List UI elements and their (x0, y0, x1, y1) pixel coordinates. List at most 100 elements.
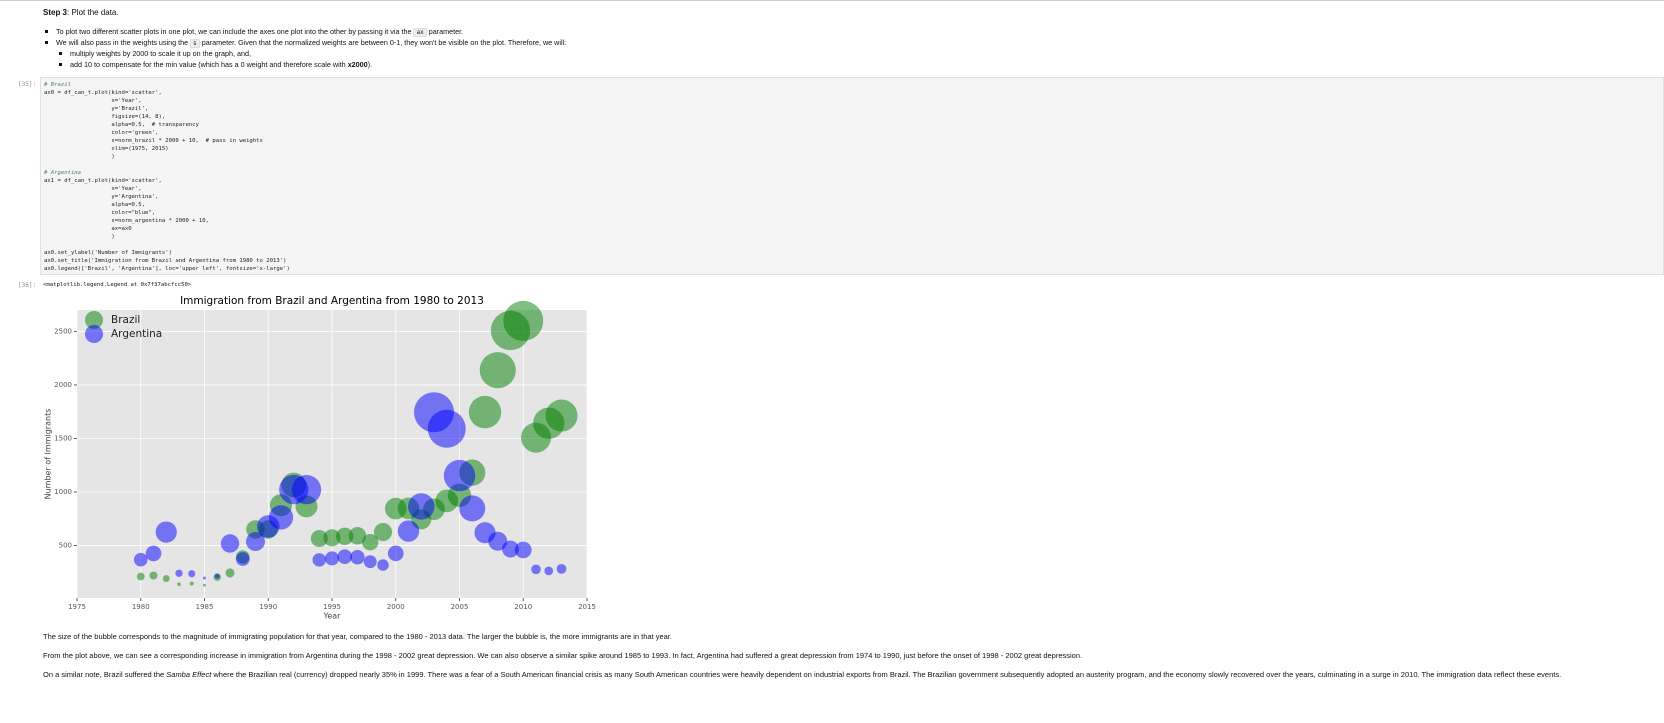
code-line: alpha=0.5, (44, 202, 146, 208)
code-line: alpha=0.5, # transparency (44, 122, 199, 128)
paragraph: On a similar note, Brazil suffered the S… (43, 670, 1561, 679)
bubble (362, 534, 379, 551)
output-text: <matplotlib.legend.Legend at 0x7f37abcfc… (43, 282, 192, 288)
bubble (136, 572, 145, 581)
paragraph: The size of the bubble corresponds to th… (43, 632, 672, 641)
bubble (348, 527, 367, 545)
y-axis-label: Number of Immigrants (44, 409, 53, 500)
bubble (350, 549, 365, 565)
text-segment: ). (367, 60, 373, 69)
bubble (514, 541, 532, 559)
code-line: ax1 = df_can_t.plot(kind='scatter', (44, 178, 162, 184)
bubble (443, 459, 476, 492)
x-axis-label: Year (323, 612, 342, 621)
code-block: ax0.set_ylabel('Number of Immigrants') ax… (44, 249, 1660, 273)
bubble (468, 395, 502, 429)
bubble (291, 475, 322, 505)
output-prompt: [36]: (18, 282, 37, 289)
text-segment: : Plot the data. (67, 8, 119, 17)
legend-label: Argentina (111, 328, 162, 340)
text-segment: add 10 to compensate for the min value (… (70, 60, 348, 69)
bubble (235, 552, 250, 566)
legend-marker (85, 311, 103, 329)
paragraph: From the plot above, we can see a corres… (43, 651, 1082, 660)
bubble (397, 520, 420, 542)
bubble (427, 409, 466, 448)
bubble (377, 559, 389, 571)
x-tick-label: 1990 (259, 603, 277, 611)
code-line: ax0.legend(['Brazil', 'Argentina'], loc=… (44, 266, 290, 272)
bullet-list: To plot two different scatter plots in o… (43, 27, 566, 71)
bubble (246, 531, 265, 551)
text-segment: s (190, 39, 200, 48)
text-segment: To plot two different scatter plots in o… (56, 27, 414, 36)
bubble (220, 534, 240, 553)
y-tick-label: 2000 (54, 381, 72, 389)
text-segment: where the Brazilian real (currency) drop… (211, 670, 1562, 679)
bubble (502, 540, 519, 558)
bubble (155, 521, 177, 543)
text-segment: x2000 (347, 60, 368, 69)
bubble (145, 545, 162, 562)
bubble (531, 564, 541, 575)
code-line: x='Year', (44, 186, 142, 192)
x-tick-label: 2005 (451, 603, 469, 611)
bubble (544, 566, 554, 576)
bubble (324, 551, 340, 566)
sub-bullet-item: multiply weights by 2000 to scale it up … (43, 49, 566, 60)
chart-title: Immigration from Brazil and Argentina fr… (180, 295, 484, 307)
bubble (337, 549, 353, 564)
input-prompt: [35]: (18, 81, 37, 88)
x-tick-label: 2000 (387, 603, 405, 611)
code-line: color="blue", (44, 210, 156, 216)
bubble (479, 352, 516, 389)
text-segment: parameter. (426, 27, 464, 36)
text-segment: The size of the bubble corresponds to th… (43, 632, 672, 641)
code: # Brazil ax0 = df_can_t.plot(kind='scatte… (41, 78, 1663, 284)
x-tick-label: 1980 (132, 603, 150, 611)
bubble (373, 522, 393, 542)
bubble (177, 582, 181, 587)
y-tick-label: 500 (59, 542, 72, 550)
bubble (203, 576, 206, 580)
text-segment: parameter. Given that the normalized wei… (199, 38, 567, 47)
bubble (312, 553, 327, 567)
code-line: s=norm_argentina * 2000 + 10, (44, 218, 210, 224)
y-tick-label: 1500 (54, 434, 72, 442)
code-block: # Argentina ax1 = df_can_t.plot(kind='sca… (44, 169, 1660, 241)
bubble (149, 571, 158, 580)
x-tick-label: 1975 (68, 603, 86, 611)
bullet-item: We will also pass in the weights using t… (43, 38, 566, 49)
text-segment: On a similar note, Brazil suffered the (43, 670, 167, 679)
code-line: s=norm_brazil * 2000 + 10, # pass in wei… (44, 138, 267, 144)
text-segment: multiply weights by 2000 to scale it up … (70, 49, 251, 58)
cell-border (0, 0, 1664, 1)
legend-label: Brazil (111, 314, 140, 326)
x-tick-label: 1995 (323, 603, 341, 611)
legend-marker (85, 325, 103, 343)
code-line: ax0.set_ylabel('Number of Immigrants') (44, 250, 172, 256)
bubble (556, 563, 567, 574)
bubble (387, 545, 404, 562)
text-segment: We will also pass in the weights using t… (56, 38, 191, 47)
code-cell[interactable]: # Brazil ax0 = df_can_t.plot(kind='scatte… (40, 77, 1664, 275)
bubble (189, 581, 194, 586)
code-line: figsize=(14, 8), (44, 114, 166, 120)
sub-bullet-item: add 10 to compensate for the min value (… (43, 60, 566, 71)
x-tick-label: 2015 (578, 603, 596, 611)
bubble (203, 583, 206, 587)
bubble (323, 529, 341, 547)
bubble (225, 568, 235, 578)
bubble (408, 493, 435, 520)
y-tick-label: 2500 (54, 327, 72, 335)
text-segment: From the plot above, we can see a corres… (43, 651, 1083, 660)
chart: Immigration from Brazil and Argentina fr… (44, 295, 596, 621)
bubble (175, 569, 183, 577)
bubble (545, 399, 578, 432)
code-line: ax=ax0 (44, 226, 132, 232)
text-segment: ax (413, 28, 427, 37)
code-line: # Argentina (44, 170, 82, 176)
code-line: ax0.set_title('Immigration from Brazil a… (44, 258, 287, 264)
step-heading: Step 3: Plot the data. (43, 8, 119, 17)
